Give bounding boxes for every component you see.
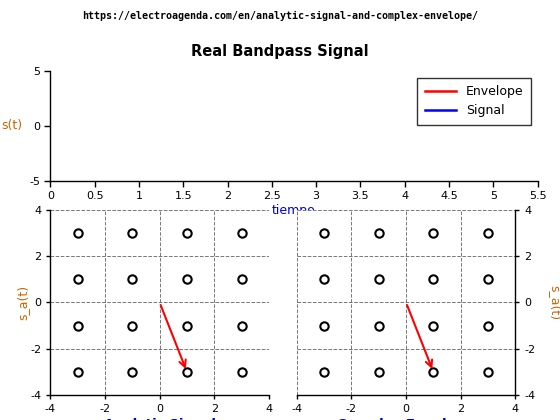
X-axis label: Complex Envelope: Complex Envelope bbox=[337, 418, 475, 420]
Text: https://electroagenda.com/en/analytic-signal-and-complex-envelope/: https://electroagenda.com/en/analytic-si… bbox=[82, 10, 478, 21]
Legend: Envelope, Signal: Envelope, Signal bbox=[417, 78, 531, 125]
Y-axis label: s_a(t): s_a(t) bbox=[548, 285, 560, 320]
X-axis label: tiempo: tiempo bbox=[272, 204, 316, 217]
Text: Real Bandpass Signal: Real Bandpass Signal bbox=[191, 44, 369, 59]
X-axis label: Analytic Signal: Analytic Signal bbox=[104, 418, 216, 420]
Y-axis label: s_a(t): s_a(t) bbox=[17, 285, 30, 320]
Y-axis label: s(t): s(t) bbox=[2, 120, 23, 132]
